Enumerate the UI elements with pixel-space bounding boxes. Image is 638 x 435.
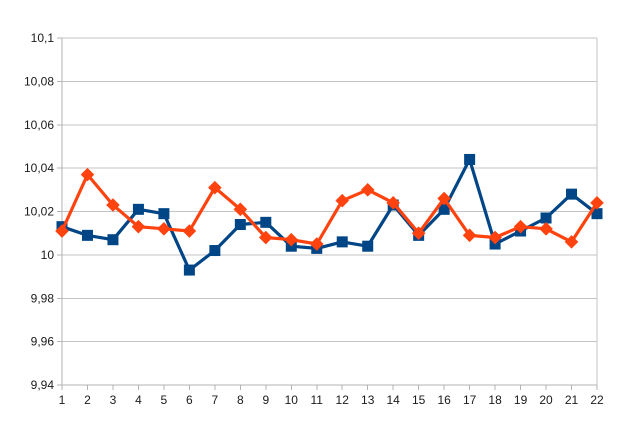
x-tick-label: 10 xyxy=(285,393,299,407)
marker-orange-19 xyxy=(513,219,528,234)
x-tick-label: 12 xyxy=(336,393,350,407)
x-tick-label: 2 xyxy=(84,393,91,407)
marker-blue-21 xyxy=(566,188,578,200)
y-tick-label: 10,1 xyxy=(31,31,55,45)
y-tick-label: 9,96 xyxy=(31,335,55,349)
marker-orange-16 xyxy=(437,191,451,206)
x-tick-label: 16 xyxy=(437,393,451,407)
x-tick-label: 21 xyxy=(565,393,579,407)
x-tick-label: 9 xyxy=(262,393,269,407)
y-tick-label: 10,04 xyxy=(24,161,54,175)
marker-orange-20 xyxy=(539,222,553,236)
marker-blue-7 xyxy=(209,245,221,257)
marker-blue-22 xyxy=(591,208,603,220)
x-tick-label: 6 xyxy=(186,393,193,407)
marker-orange-5 xyxy=(157,222,171,236)
x-tick-label: 17 xyxy=(463,393,477,407)
marker-orange-3 xyxy=(106,198,120,212)
x-tick-label: 7 xyxy=(212,393,219,407)
marker-blue-3 xyxy=(107,234,119,246)
marker-blue-13 xyxy=(362,240,374,252)
marker-orange-13 xyxy=(360,183,375,197)
marker-orange-21 xyxy=(564,235,579,249)
marker-blue-5 xyxy=(158,208,170,220)
x-tick-label: 13 xyxy=(361,393,375,407)
x-tick-label: 14 xyxy=(387,393,401,407)
marker-orange-1 xyxy=(55,224,69,238)
x-tick-label: 5 xyxy=(161,393,168,407)
marker-blue-4 xyxy=(132,203,144,215)
marker-blue-6 xyxy=(183,264,195,276)
marker-orange-15 xyxy=(411,226,426,240)
x-tick-label: 22 xyxy=(590,393,604,407)
x-tick-label: 15 xyxy=(412,393,426,407)
x-tick-label: 3 xyxy=(110,393,117,407)
marker-orange-10 xyxy=(284,232,299,247)
x-tick-label: 11 xyxy=(311,393,324,407)
marker-orange-11 xyxy=(309,237,324,251)
marker-orange-7 xyxy=(208,180,222,195)
marker-blue-20 xyxy=(540,212,552,224)
y-tick-label: 9,98 xyxy=(31,291,55,305)
x-tick-label: 20 xyxy=(539,393,553,407)
marker-blue-17 xyxy=(464,153,476,165)
marker-orange-8 xyxy=(233,202,248,217)
x-tick-label: 4 xyxy=(135,393,142,407)
marker-blue-12 xyxy=(336,236,348,248)
y-tick-label: 10,08 xyxy=(24,74,54,88)
x-tick-label: 18 xyxy=(488,393,502,407)
marker-orange-12 xyxy=(335,193,350,208)
x-tick-label: 1 xyxy=(59,393,66,407)
x-tick-label: 8 xyxy=(237,393,244,407)
marker-orange-2 xyxy=(80,167,95,182)
marker-orange-9 xyxy=(259,230,273,245)
marker-orange-14 xyxy=(386,196,400,210)
marker-orange-18 xyxy=(488,230,502,245)
y-tick-label: 10,06 xyxy=(24,118,54,132)
marker-orange-22 xyxy=(590,196,604,210)
marker-blue-9 xyxy=(260,216,272,228)
marker-orange-4 xyxy=(131,219,146,234)
y-tick-label: 10,02 xyxy=(24,205,54,219)
series-line-orange xyxy=(60,173,599,246)
marker-orange-6 xyxy=(182,224,197,238)
x-tick-label: 19 xyxy=(514,393,528,407)
series-line-blue xyxy=(60,157,599,272)
marker-blue-8 xyxy=(234,219,246,231)
marker-blue-16 xyxy=(438,203,450,215)
marker-blue-2 xyxy=(81,229,93,241)
y-tick-label: 10 xyxy=(41,248,55,262)
marker-orange-17 xyxy=(462,228,477,243)
y-tick-label: 9,94 xyxy=(31,378,55,392)
